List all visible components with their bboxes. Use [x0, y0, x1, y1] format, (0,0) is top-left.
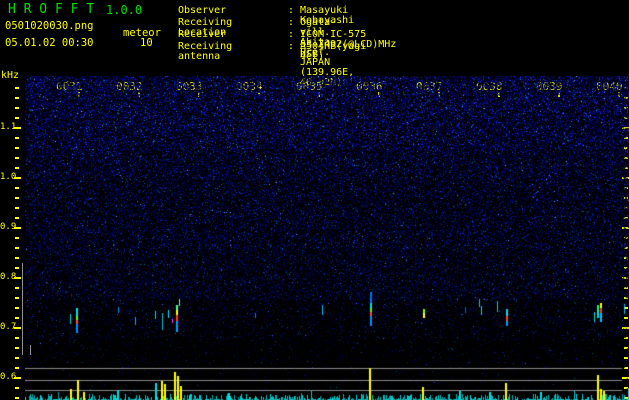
freq-minor-tick [15, 397, 19, 399]
freq-minor-tick [15, 147, 19, 149]
freq-minor-tick [15, 97, 19, 99]
frequency-axis-unit: kHz [1, 70, 20, 81]
scale-mark [30, 345, 31, 355]
station-row-separator: : [288, 41, 295, 52]
mode-label: meteor [123, 27, 161, 39]
meteor-count: 10 [140, 37, 153, 49]
freq-minor-tick [15, 157, 19, 159]
freq-minor-tick [15, 347, 19, 349]
station-row-separator: : [288, 17, 295, 28]
freq-major-tick [14, 277, 21, 279]
freq-major-tick [14, 177, 21, 179]
freq-minor-tick [15, 287, 19, 289]
freq-minor-tick [15, 87, 19, 89]
station-row-label: Receiving antenna [178, 41, 233, 62]
freq-major-tick [14, 227, 21, 229]
freq-minor-tick [15, 317, 19, 319]
freq-minor-tick [15, 207, 19, 209]
station-row-value: A504HB(yagi 4el) [300, 41, 367, 62]
freq-minor-tick [15, 267, 19, 269]
observation-datetime: 05.01.02 00:30 [5, 37, 94, 49]
station-row-value: ICOM IC-575 53.7492(@LCD)MHz USB [300, 29, 397, 60]
freq-minor-tick [15, 187, 19, 189]
spectrogram-canvas [25, 76, 629, 400]
output-filename: 0501020030.png [5, 20, 94, 32]
freq-major-tick [14, 377, 21, 379]
freq-minor-tick [15, 307, 19, 309]
freq-axis-label: 1.0 [0, 172, 17, 182]
freq-minor-tick [15, 337, 19, 339]
amplitude-scale-bar [22, 263, 23, 355]
freq-minor-tick [15, 387, 19, 389]
freq-axis-label: 1.1 [0, 122, 17, 132]
freq-minor-tick [15, 197, 19, 199]
station-row-label: Observer [178, 5, 227, 16]
freq-minor-tick [15, 247, 19, 249]
freq-minor-tick [15, 297, 19, 299]
freq-axis-label: 0.9 [0, 222, 17, 232]
freq-major-tick [14, 127, 21, 129]
freq-major-tick [14, 327, 21, 329]
freq-axis-label: 0.6 [0, 372, 17, 382]
freq-minor-tick [15, 257, 19, 259]
app-title: H R O F F T [8, 2, 95, 17]
freq-axis-label: 0.8 [0, 272, 17, 282]
station-row-label: Receiving Location [178, 17, 233, 38]
freq-minor-tick [15, 217, 19, 219]
station-row-label: Receiver [178, 29, 227, 40]
freq-minor-tick [15, 357, 19, 359]
freq-minor-tick [15, 107, 19, 109]
station-row-separator: : [288, 5, 295, 16]
freq-minor-tick [15, 117, 19, 119]
app-version: 1.0.0 [106, 3, 143, 17]
station-row-separator: : [288, 29, 295, 40]
freq-axis-label: 0.7 [0, 322, 17, 332]
freq-minor-tick [15, 137, 19, 139]
freq-minor-tick [15, 237, 19, 239]
freq-minor-tick [15, 367, 19, 369]
station-row-value: Masayuki Kobayashi [300, 5, 355, 26]
freq-minor-tick [15, 167, 19, 169]
